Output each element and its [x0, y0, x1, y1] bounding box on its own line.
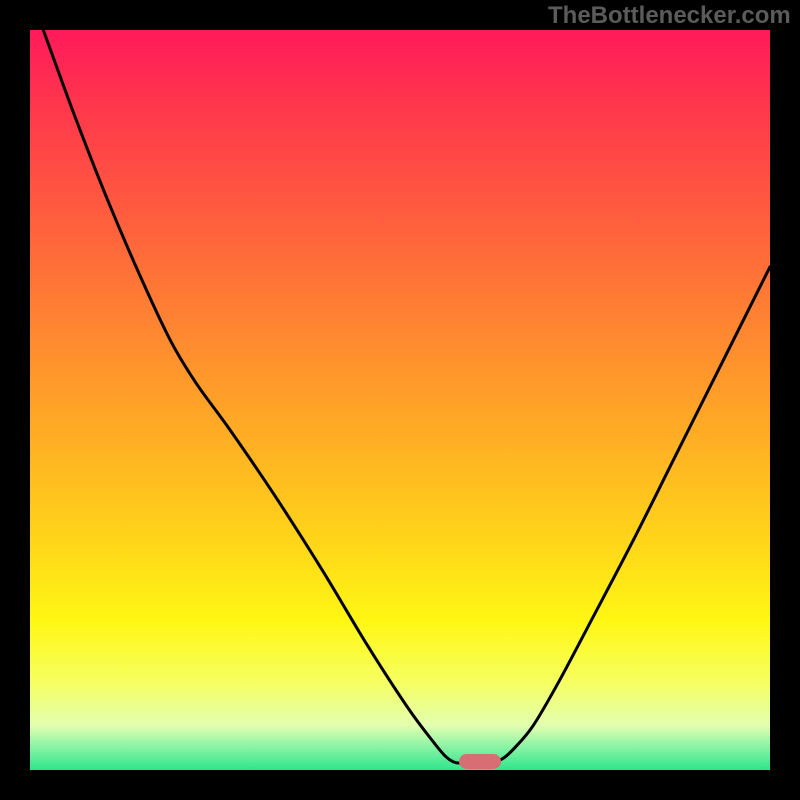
optimum-marker: [459, 754, 501, 769]
chart-container: TheBottlenecker.com: [0, 0, 800, 800]
plot-area: [30, 30, 770, 770]
watermark-text: TheBottlenecker.com: [548, 2, 791, 30]
